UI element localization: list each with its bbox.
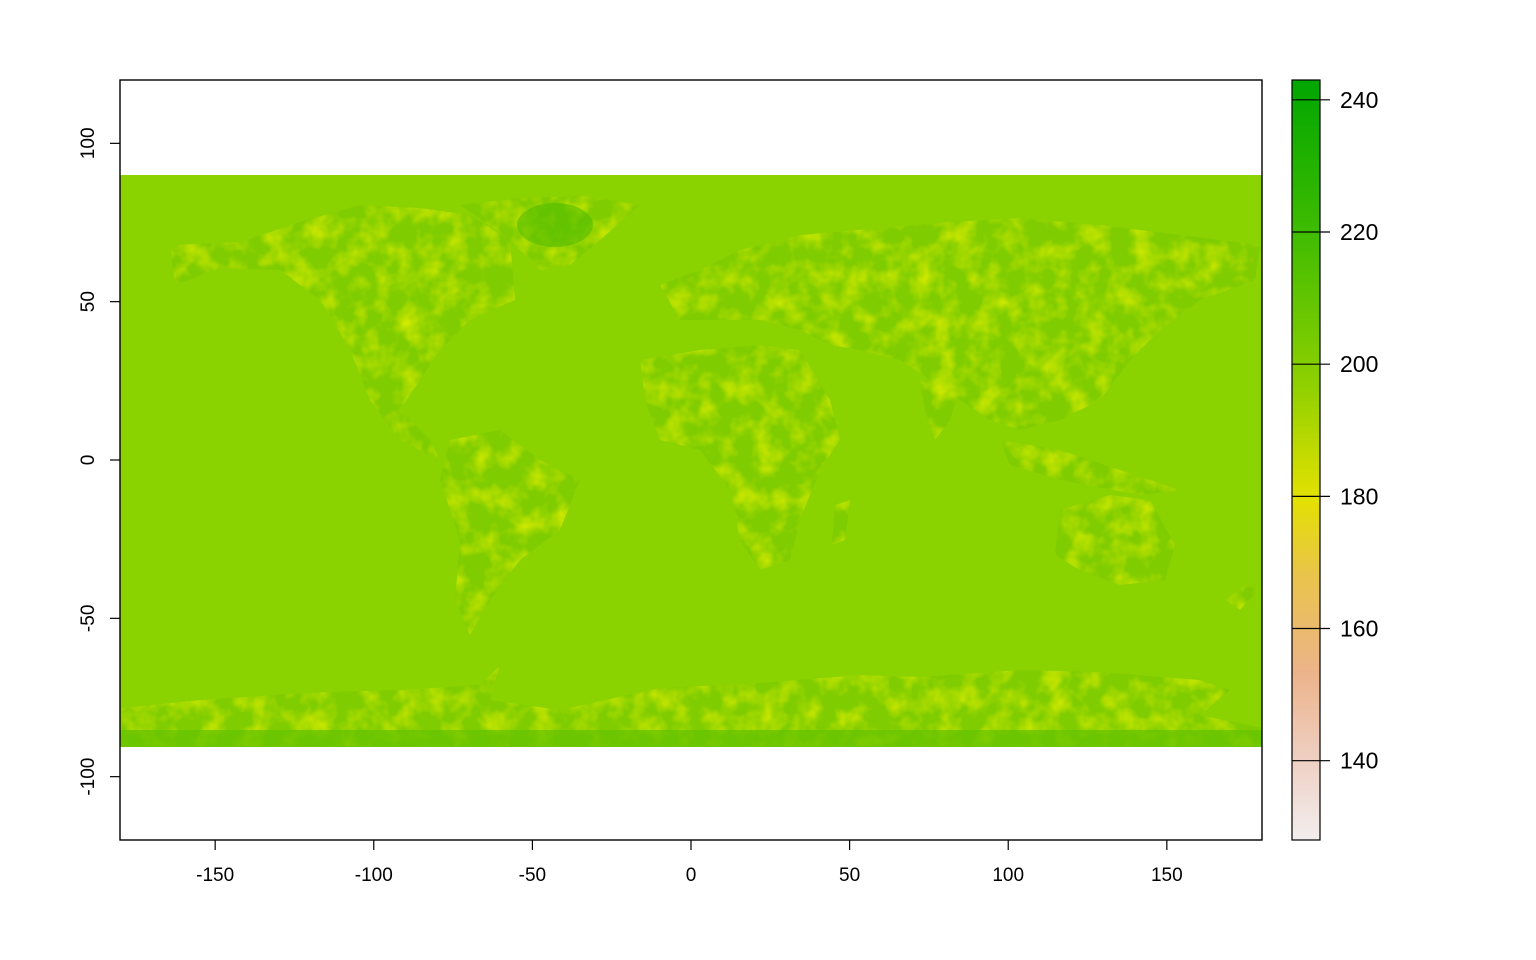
map-panel — [119, 79, 1263, 841]
antarctic-band — [120, 730, 1262, 747]
legend-tick-label: 220 — [1340, 219, 1378, 245]
x-tick-label: 0 — [686, 865, 697, 886]
x-tick-label: -50 — [519, 865, 546, 886]
x-axis: -150 -100 -50 0 50 100 150 — [196, 840, 1183, 886]
y-tick-label: 100 — [78, 127, 99, 159]
y-tick-label: -100 — [78, 758, 99, 796]
x-tick-label: 100 — [992, 865, 1024, 886]
legend-tick-label: 200 — [1340, 351, 1378, 377]
y-tick-label: -50 — [78, 605, 99, 632]
legend-tick-label: 240 — [1340, 87, 1378, 113]
legend-tick-label: 140 — [1340, 748, 1378, 774]
x-tick-label: 150 — [1151, 865, 1183, 886]
y-axis: 100 50 0 -50 -100 — [78, 127, 120, 796]
legend-tick-label: 180 — [1340, 483, 1378, 509]
x-tick-label: -100 — [355, 865, 393, 886]
legend-colorbar — [1291, 79, 1321, 841]
y-tick-label: 0 — [78, 455, 99, 466]
legend-ticks: 240 220 200 180 160 140 — [1292, 87, 1378, 774]
greenland-icecap — [517, 203, 593, 247]
y-tick-label: 50 — [78, 291, 99, 312]
legend-tick-label: 160 — [1340, 616, 1378, 642]
x-tick-label: -150 — [196, 865, 234, 886]
x-tick-label: 50 — [839, 865, 860, 886]
color-legend: 240 220 200 180 160 140 — [1291, 79, 1378, 841]
